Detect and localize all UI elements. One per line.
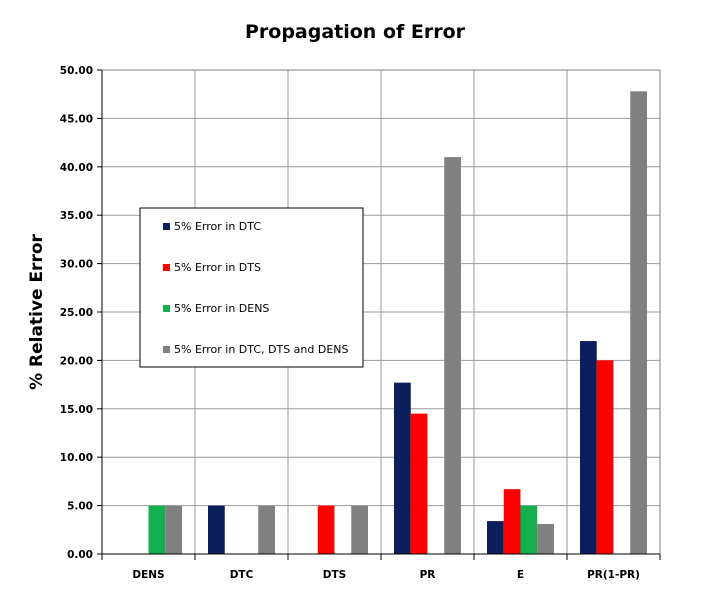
bar — [630, 91, 647, 555]
x-tick-label: DTC — [230, 569, 254, 581]
legend-label: 5% Error in DENS — [174, 302, 269, 315]
legend-swatch — [163, 264, 170, 271]
bar — [537, 523, 554, 554]
bar — [503, 489, 521, 554]
bar — [258, 505, 275, 554]
bar — [444, 157, 461, 554]
bar — [487, 521, 504, 554]
y-tick-label: 5.00 — [67, 501, 93, 513]
y-tick-label: 20.00 — [60, 355, 93, 367]
bar — [394, 382, 411, 554]
x-tick-label: PR — [420, 569, 436, 581]
bar — [165, 505, 182, 554]
x-tick-label: E — [517, 569, 524, 581]
legend-label: 5% Error in DTS — [174, 261, 261, 274]
y-tick-label: 0.00 — [67, 549, 93, 561]
bar — [317, 505, 335, 554]
bar — [208, 505, 225, 554]
y-axis-label: % Relative Error — [27, 233, 47, 389]
bar — [148, 505, 166, 554]
y-tick-label: 35.00 — [60, 210, 93, 222]
bar — [580, 341, 597, 554]
legend-box — [139, 207, 364, 368]
y-tick-label: 45.00 — [60, 113, 93, 125]
x-tick-label: DTS — [323, 569, 346, 581]
legend-label: 5% Error in DTC, DTS and DENS — [174, 343, 349, 356]
bar — [596, 360, 614, 554]
chart-title: Propagation of Error — [245, 21, 466, 43]
x-tick-label: PR(1-PR) — [587, 569, 640, 581]
x-tick-label: DENS — [132, 569, 164, 581]
y-tick-label: 10.00 — [60, 452, 93, 464]
y-tick-label: 50.00 — [60, 65, 93, 77]
legend-swatch — [163, 346, 170, 353]
y-tick-label: 25.00 — [60, 307, 93, 319]
bar — [520, 505, 538, 554]
legend-label: 5% Error in DTC — [174, 220, 261, 233]
bar — [410, 413, 428, 554]
legend-swatch — [163, 305, 170, 312]
legend-swatch — [163, 223, 170, 230]
y-tick-label: 40.00 — [60, 162, 93, 174]
y-tick-label: 15.00 — [60, 404, 93, 416]
bar — [351, 505, 368, 554]
y-tick-label: 30.00 — [60, 259, 93, 271]
legend: 5% Error in DTC 5% Error in DTS 5% Error i… — [139, 207, 364, 368]
